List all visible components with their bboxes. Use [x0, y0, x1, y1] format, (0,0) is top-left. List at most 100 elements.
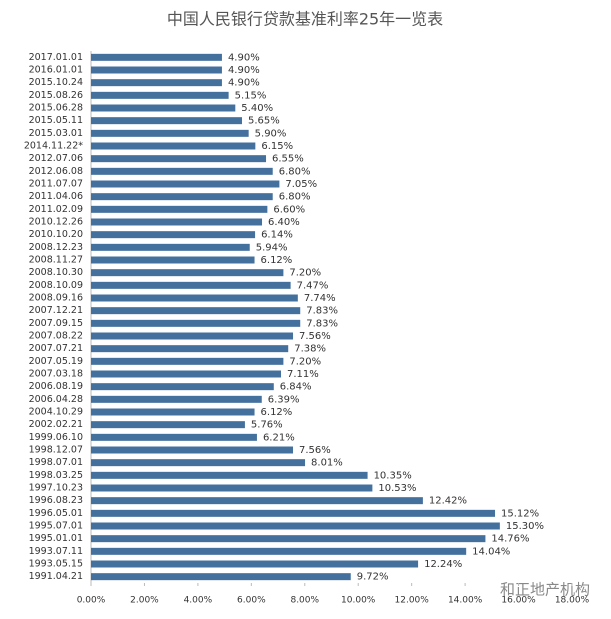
bar [91, 129, 249, 137]
bar [91, 231, 256, 239]
y-tick-label: 1993.07.11 [29, 546, 83, 557]
x-tick-label: 16.00% [501, 596, 536, 606]
value-label: 7.05% [285, 179, 317, 190]
bar [91, 433, 257, 441]
bar [91, 319, 301, 327]
value-label: 4.90% [228, 65, 260, 76]
value-label: 6.55% [272, 154, 304, 165]
bar [91, 91, 229, 99]
x-tick-label: 4.00% [184, 596, 213, 606]
bar [91, 522, 500, 530]
y-tick-label: 2007.03.18 [29, 369, 83, 380]
y-tick-label: 2010.10.20 [29, 229, 83, 240]
bar [91, 243, 250, 251]
value-label: 6.39% [268, 394, 300, 405]
value-label: 6.15% [261, 141, 293, 152]
value-label: 7.11% [287, 369, 319, 380]
value-label: 7.20% [289, 356, 321, 367]
x-tick-label: 2.00% [130, 596, 159, 606]
bar [91, 180, 280, 188]
bar [91, 573, 351, 581]
bar [91, 395, 262, 403]
bar [91, 142, 256, 150]
x-tick-label: 6.00% [237, 596, 266, 606]
bar [91, 345, 289, 353]
value-label: 15.12% [501, 508, 539, 519]
value-label: 12.24% [424, 559, 462, 570]
value-label: 6.60% [273, 204, 305, 215]
bar [91, 446, 294, 454]
bar [91, 370, 281, 378]
value-label: 7.56% [299, 331, 331, 342]
value-label: 4.90% [228, 52, 260, 63]
value-label: 4.90% [228, 78, 260, 89]
y-tick-label: 2011.02.09 [29, 204, 83, 215]
y-tick-label: 2002.02.21 [29, 419, 83, 430]
bar [91, 408, 255, 416]
bar [91, 269, 284, 277]
y-tick-label: 1998.03.25 [29, 470, 83, 481]
value-label: 5.94% [256, 242, 288, 253]
y-tick-label: 2007.05.19 [29, 356, 83, 367]
bar [91, 281, 291, 289]
y-tick-label: 2006.08.19 [29, 381, 83, 392]
value-label: 7.83% [306, 318, 338, 329]
x-tick-label: 10.00% [341, 596, 376, 606]
bar [91, 66, 222, 74]
y-tick-label: 2015.05.11 [29, 115, 83, 126]
value-label: 10.53% [378, 483, 416, 494]
y-tick-label: 2008.10.30 [29, 267, 83, 278]
y-tick-label: 1998.12.07 [29, 445, 83, 456]
value-label: 14.04% [472, 546, 510, 557]
x-tick-label: 0.00% [77, 596, 106, 606]
bar [91, 218, 263, 226]
value-label: 10.35% [374, 470, 412, 481]
y-tick-label: 2017.01.01 [29, 52, 83, 63]
y-tick-label: 1997.10.23 [29, 483, 83, 494]
value-label: 14.76% [491, 534, 529, 545]
value-label: 7.47% [297, 280, 329, 291]
y-tick-label: 1999.06.10 [29, 432, 83, 443]
x-tick-label: 8.00% [290, 596, 319, 606]
y-tick-label: 2007.09.15 [29, 318, 83, 329]
y-tick-label: 1991.04.21 [29, 571, 83, 582]
value-label: 9.72% [357, 572, 389, 583]
y-tick-label: 1995.01.01 [29, 533, 83, 544]
y-tick-label: 2004.10.29 [29, 407, 83, 418]
bar [91, 383, 274, 391]
y-tick-label: 1998.07.01 [29, 457, 83, 468]
y-tick-label: 2011.07.07 [29, 179, 83, 190]
bar [91, 421, 245, 429]
value-label: 6.12% [261, 255, 293, 266]
y-tick-label: 2012.06.08 [29, 166, 83, 177]
y-tick-label: 2015.06.28 [29, 103, 83, 114]
value-label: 8.01% [311, 458, 343, 469]
value-label: 7.56% [299, 445, 331, 456]
bar [91, 167, 273, 175]
y-tick-label: 2015.08.26 [29, 90, 83, 101]
value-label: 5.65% [248, 116, 280, 127]
value-label: 6.80% [279, 192, 311, 203]
value-label: 6.84% [280, 382, 312, 393]
value-label: 6.21% [263, 432, 295, 443]
y-tick-label: 2011.04.06 [29, 191, 83, 202]
value-label: 6.14% [261, 230, 293, 241]
y-tick-label: 2008.10.09 [29, 280, 83, 291]
bar [91, 535, 486, 543]
chart-title: 中国人民银行贷款基准利率25年一览表 [167, 10, 443, 29]
bar [91, 256, 255, 264]
bar [91, 332, 294, 340]
bar [91, 193, 273, 201]
bar [91, 205, 268, 213]
y-tick-label: 2015.03.01 [29, 128, 83, 139]
value-label: 7.20% [289, 268, 321, 279]
value-label: 12.42% [429, 496, 467, 507]
bar [91, 509, 496, 517]
bar [91, 471, 368, 479]
y-tick-label: 2015.10.24 [29, 77, 83, 88]
y-tick-label: 2007.12.21 [29, 305, 83, 316]
bar [91, 155, 267, 163]
value-label: 5.90% [255, 128, 287, 139]
bar [91, 547, 467, 555]
value-label: 5.40% [241, 103, 273, 114]
